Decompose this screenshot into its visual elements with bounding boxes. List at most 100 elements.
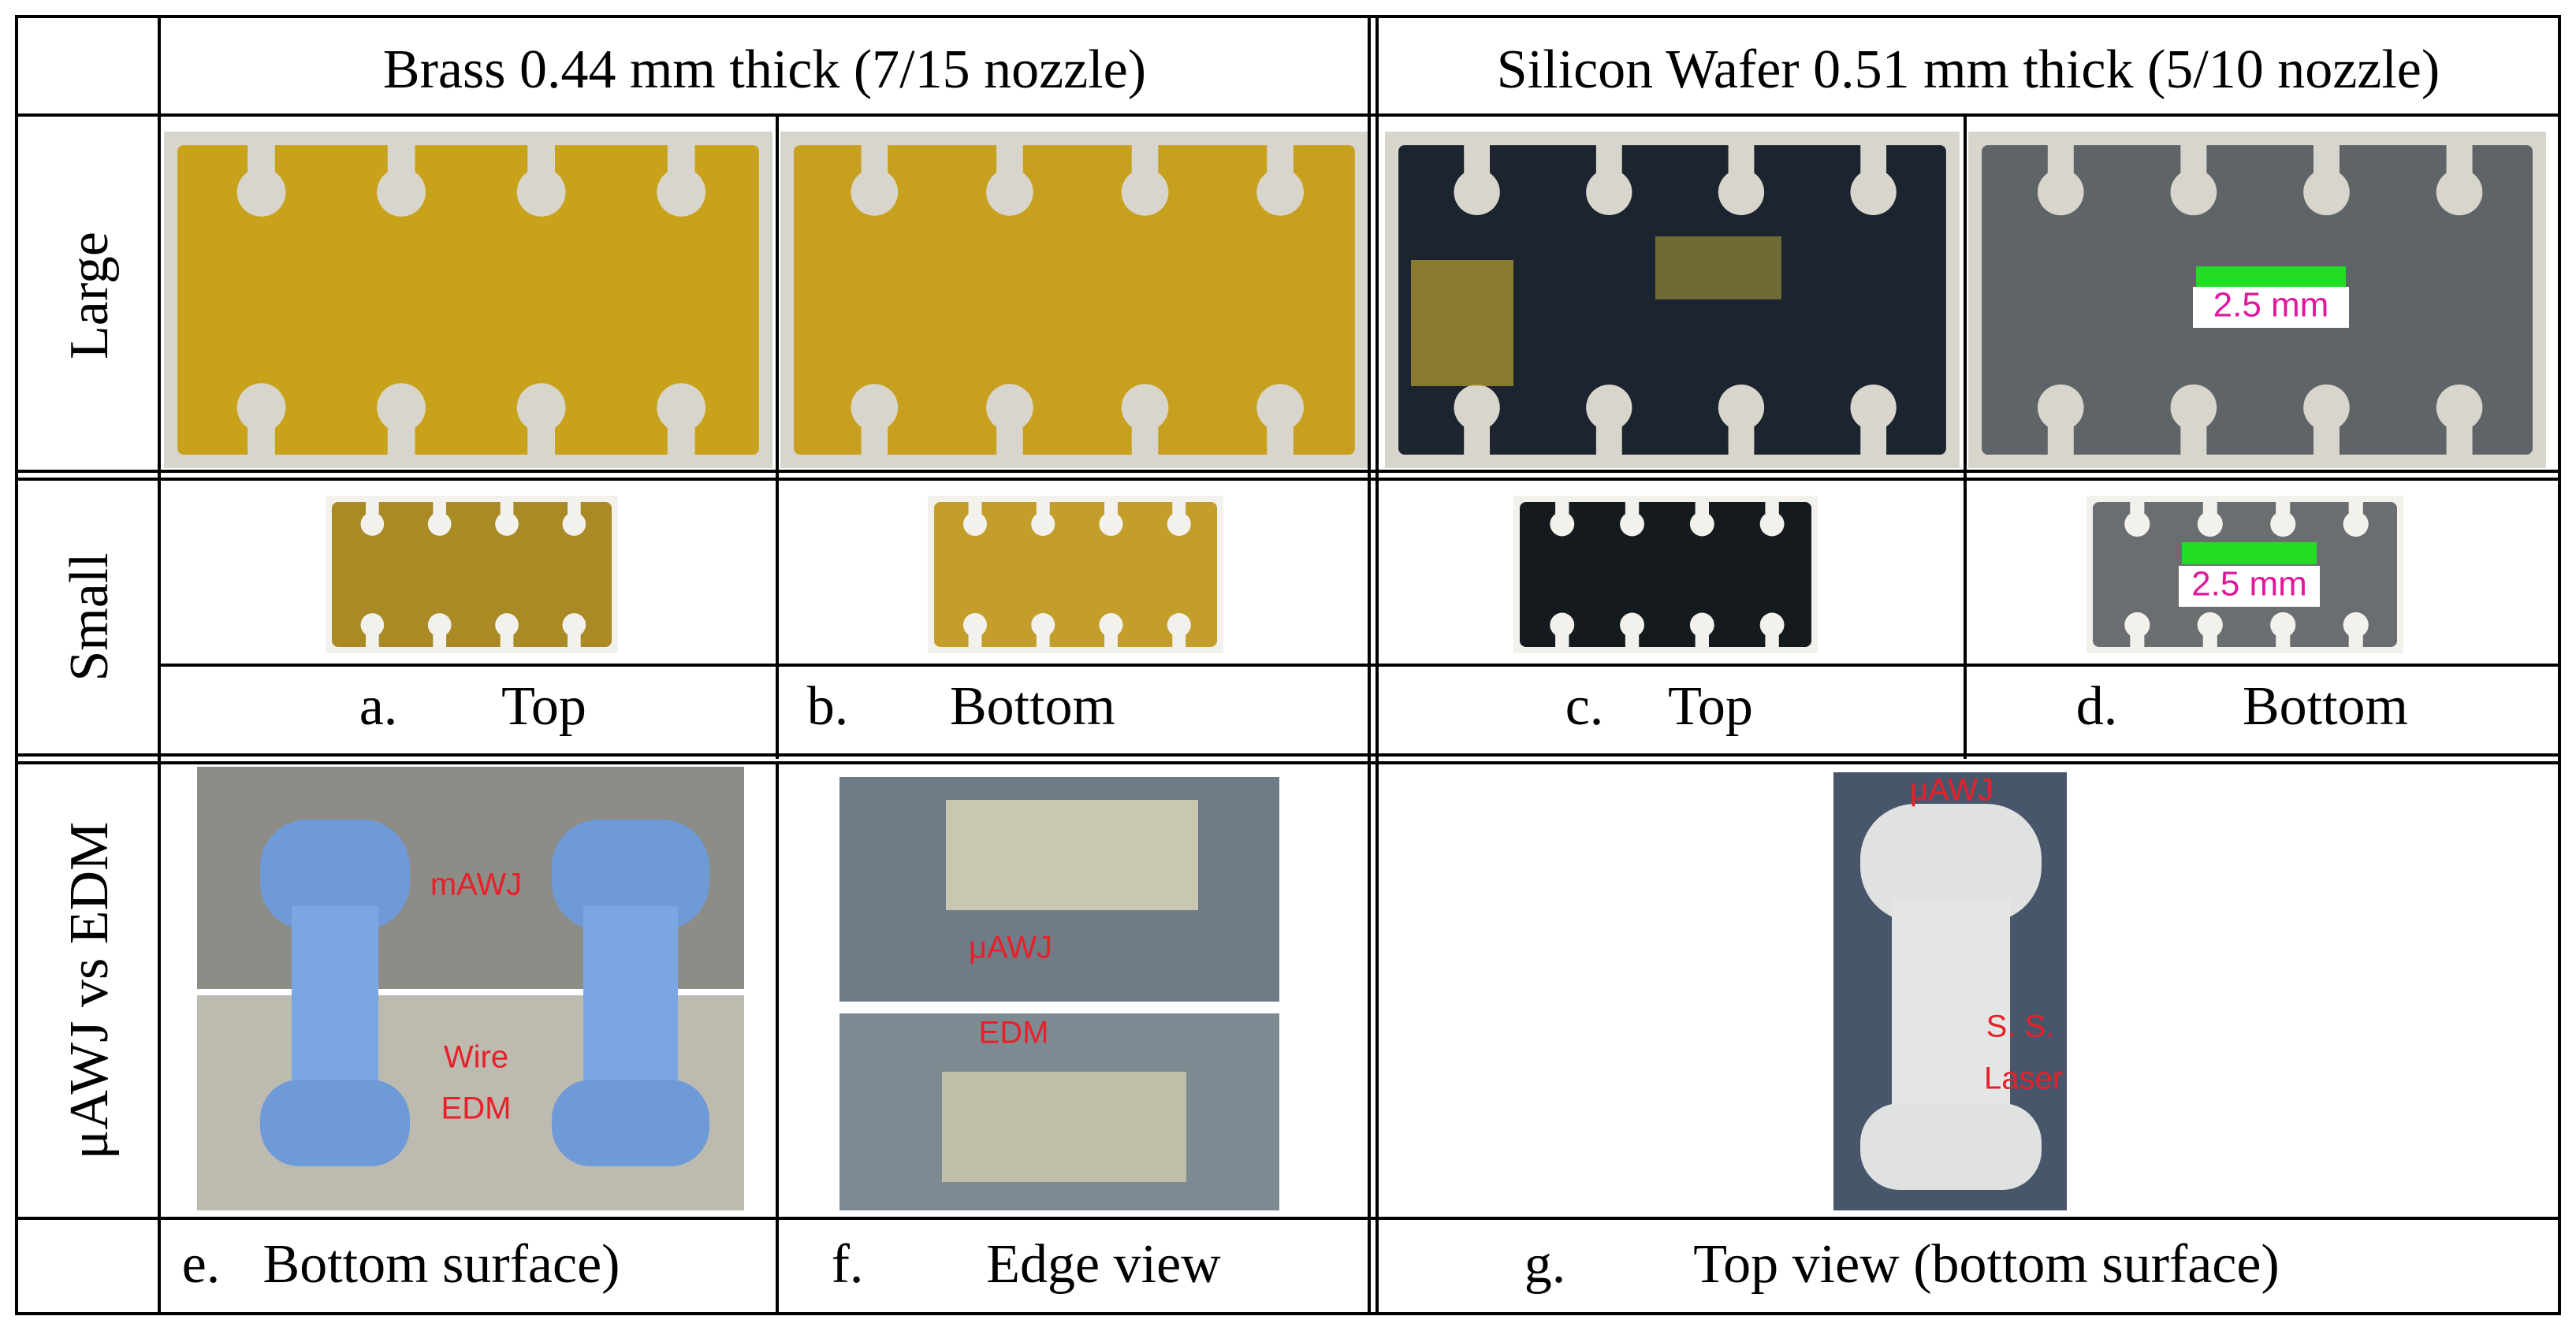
notch (516, 167, 566, 217)
caption-letter: e. (182, 1234, 221, 1295)
notch (657, 383, 706, 433)
notch (1689, 511, 1714, 537)
notch (1121, 384, 1169, 431)
photo (1385, 132, 1960, 468)
image-label: EDM (979, 1016, 1049, 1050)
notch (1850, 384, 1897, 431)
table-lines (15, 15, 2561, 1315)
notch (1689, 612, 1714, 638)
caption-text: Top (501, 676, 586, 737)
header-brass: Brass 0.44 mm thick (7/15 nozzle) (383, 39, 1146, 100)
caption-text: Bottom surface) (263, 1234, 620, 1295)
notch (1620, 612, 1644, 638)
notch (1454, 169, 1500, 216)
photo (1513, 496, 1818, 653)
slot (260, 820, 410, 930)
notch (1256, 384, 1304, 431)
notch (2170, 169, 2217, 216)
coupon (332, 502, 612, 647)
photo (326, 496, 618, 653)
coupon (934, 502, 1217, 647)
notch (236, 383, 286, 433)
coupon (1398, 145, 1946, 455)
caption-text: Bottom (2243, 676, 2408, 737)
notch (1759, 511, 1785, 537)
notch (2197, 511, 2223, 537)
captions: a. Top b. Bottom c. Top d. Bottom e. Bottom surfa… (182, 676, 2408, 1295)
notch (851, 169, 899, 216)
image-label: mAWJ (430, 868, 522, 902)
image-label: μAWJ (1910, 773, 1993, 808)
image-label: EDM (441, 1091, 512, 1126)
notch (851, 384, 899, 431)
notch (1759, 612, 1785, 638)
texture (1655, 236, 1781, 299)
notch (2170, 384, 2217, 431)
coupon (1520, 502, 1811, 647)
notch (1167, 512, 1191, 536)
notch (1031, 512, 1055, 536)
notch (1718, 169, 1765, 216)
notch (1099, 512, 1123, 536)
texture (1411, 260, 1513, 386)
caption-text: Edge view (986, 1234, 1221, 1295)
notch (1586, 169, 1632, 216)
notch (963, 613, 987, 637)
notch (562, 613, 586, 637)
notch (562, 512, 586, 536)
notch (2270, 612, 2296, 638)
notch (657, 167, 706, 217)
notch (495, 613, 519, 637)
notch (2270, 511, 2296, 537)
caption-text: Top view (bottom surface) (1693, 1234, 2279, 1295)
edge (946, 800, 1198, 910)
notch (360, 512, 385, 536)
notch (2124, 612, 2150, 638)
row-label: μAWJ vs EDM (59, 822, 120, 1160)
caption-letter: c. (1565, 676, 1604, 737)
notch (2197, 612, 2223, 638)
notch (2303, 384, 2350, 431)
caption-letter: d. (2076, 676, 2118, 737)
notch (963, 512, 987, 536)
notch (2037, 384, 2084, 431)
notch (2037, 169, 2084, 216)
scale-label: 2.5 mm (2213, 286, 2329, 325)
slot (1860, 1103, 2042, 1190)
image-label: S. S. (1986, 1009, 2055, 1044)
scale-box (2179, 566, 2320, 607)
notch (1550, 612, 1575, 638)
image-label: μAWJ (969, 931, 1052, 965)
notch (2124, 511, 2150, 537)
notch (1121, 169, 1169, 216)
row-label: Small (59, 552, 120, 681)
slot (260, 1080, 410, 1166)
notch (1586, 384, 1632, 431)
caption-text: Bottom (950, 676, 1115, 737)
notch (1031, 613, 1055, 637)
notch (1550, 511, 1575, 537)
notch (1620, 511, 1644, 537)
caption-letter: g. (1524, 1234, 1566, 1295)
slot (1860, 804, 2042, 922)
notch (377, 167, 426, 217)
notch (495, 512, 519, 536)
coupon (177, 145, 759, 455)
header-silicon: Silicon Wafer 0.51 mm thick (5/10 nozzle… (1497, 39, 2440, 100)
photo (164, 132, 772, 468)
notch (1850, 169, 1897, 216)
slot (552, 1080, 709, 1166)
slot (1892, 898, 2010, 1135)
notch (516, 383, 566, 433)
scale-label: 2.5 mm (2191, 565, 2307, 604)
notch (2343, 511, 2369, 537)
caption-letter: b. (807, 676, 849, 737)
notch (1099, 613, 1123, 637)
scale-bar (2182, 542, 2317, 564)
notch (1167, 613, 1191, 637)
notch (1454, 384, 1500, 431)
notch (2303, 169, 2350, 216)
notch (986, 384, 1033, 431)
notch (1256, 169, 1304, 216)
